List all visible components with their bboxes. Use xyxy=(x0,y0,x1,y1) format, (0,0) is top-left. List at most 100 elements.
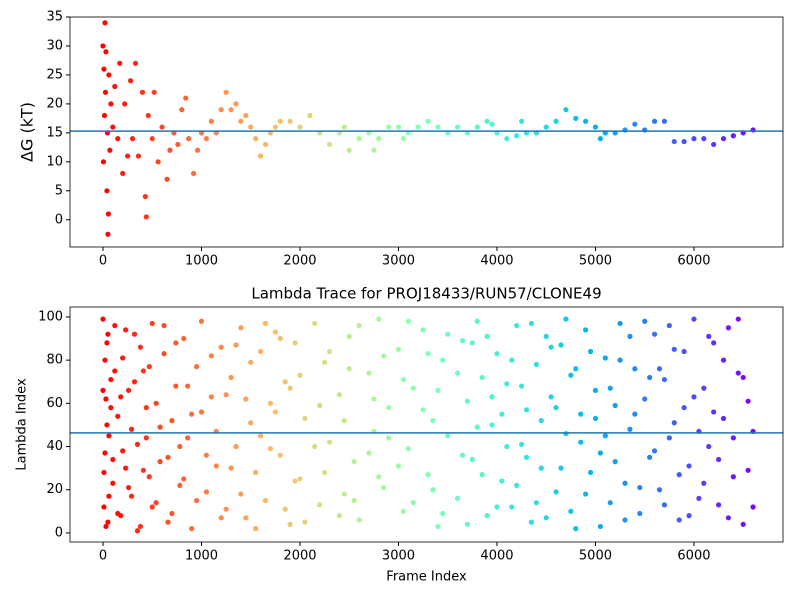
data-point xyxy=(563,316,569,322)
data-point xyxy=(366,450,372,456)
data-point xyxy=(430,418,436,424)
data-point xyxy=(157,459,163,465)
y-tick-label: 80 xyxy=(46,353,63,368)
data-point xyxy=(177,482,183,489)
data-point xyxy=(489,121,495,127)
data-point xyxy=(573,526,579,532)
data-point xyxy=(277,452,283,458)
data-point xyxy=(161,322,167,329)
data-point xyxy=(701,385,707,391)
data-point xyxy=(104,340,110,346)
data-point xyxy=(454,370,461,376)
data-point xyxy=(425,118,431,124)
data-point xyxy=(548,394,554,400)
y-tick-label: 20 xyxy=(46,482,63,497)
data-point xyxy=(558,465,564,471)
data-point xyxy=(248,420,254,426)
data-point xyxy=(282,506,288,512)
data-point xyxy=(642,318,648,324)
data-point xyxy=(287,521,293,527)
data-point xyxy=(435,124,441,130)
data-point xyxy=(386,124,392,130)
data-point xyxy=(102,20,108,26)
data-point xyxy=(351,459,357,465)
data-point xyxy=(671,346,677,352)
data-point xyxy=(514,322,520,329)
data-point xyxy=(105,519,111,525)
data-point xyxy=(583,118,589,124)
data-point xyxy=(504,443,510,450)
data-point xyxy=(597,136,603,142)
x-tick-label: 5000 xyxy=(579,254,612,269)
data-point xyxy=(322,469,328,476)
x-tick-label: 6000 xyxy=(677,549,710,564)
data-point xyxy=(711,409,717,415)
data-point xyxy=(735,316,741,322)
data-point xyxy=(666,435,672,441)
data-point xyxy=(191,170,197,177)
data-point xyxy=(681,405,687,411)
data-point xyxy=(553,118,559,124)
data-point xyxy=(583,327,589,333)
data-point xyxy=(607,385,613,391)
data-point xyxy=(131,331,138,337)
data-point xyxy=(469,456,475,463)
data-point xyxy=(474,424,480,430)
data-point xyxy=(681,348,687,355)
data-point xyxy=(100,316,106,322)
data-point xyxy=(129,136,136,142)
data-point xyxy=(193,497,200,504)
data-point xyxy=(312,320,318,327)
data-point xyxy=(126,484,132,491)
data-point xyxy=(120,355,126,361)
axes-frame xyxy=(69,306,784,543)
data-point xyxy=(706,443,712,450)
data-point xyxy=(238,118,244,124)
data-point xyxy=(430,487,436,493)
data-point xyxy=(101,112,108,119)
data-point xyxy=(167,147,173,153)
data-point xyxy=(169,418,175,424)
data-point xyxy=(131,379,138,385)
data-point xyxy=(137,344,144,350)
data-point xyxy=(233,443,239,450)
data-point xyxy=(208,118,214,124)
data-point xyxy=(157,424,163,430)
data-point xyxy=(597,523,603,530)
data-point xyxy=(425,351,431,357)
data-point xyxy=(128,493,135,499)
data-point xyxy=(528,519,535,525)
data-point xyxy=(691,316,697,322)
data-point xyxy=(651,448,658,454)
data-point xyxy=(568,508,574,514)
y-tick-label: 100 xyxy=(38,309,63,324)
data-point xyxy=(223,89,229,95)
data-point xyxy=(322,359,328,365)
data-point xyxy=(518,118,525,124)
data-point xyxy=(106,493,112,499)
data-point xyxy=(257,433,264,439)
data-point xyxy=(730,474,736,480)
data-point xyxy=(514,133,520,139)
data-point xyxy=(356,136,362,142)
data-point xyxy=(553,405,559,411)
data-point xyxy=(745,467,751,473)
data-point xyxy=(459,452,466,458)
data-point xyxy=(400,376,407,383)
data-point xyxy=(612,459,618,465)
data-point xyxy=(104,422,110,428)
y-tick-label: 40 xyxy=(46,439,63,454)
data-point xyxy=(543,124,549,130)
data-point xyxy=(578,411,584,417)
data-point xyxy=(474,124,480,130)
y-tick-label: 20 xyxy=(46,96,63,111)
axes-frame xyxy=(69,16,784,248)
data-point xyxy=(715,502,722,508)
data-point xyxy=(341,491,347,497)
data-point xyxy=(484,333,490,339)
data-point xyxy=(257,348,264,355)
data-point xyxy=(395,463,402,469)
data-point xyxy=(297,124,303,130)
data-point xyxy=(243,396,249,402)
